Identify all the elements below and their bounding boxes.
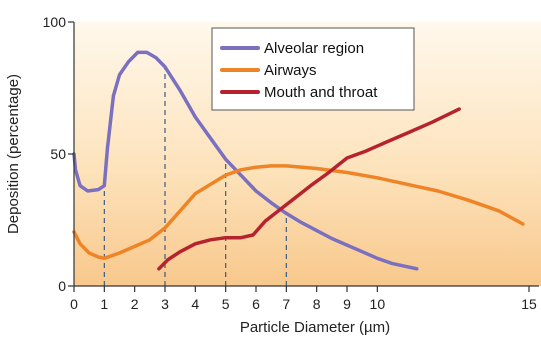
x-tick-label-0: 0 [70, 296, 78, 312]
legend-label-airways: Airways [264, 62, 317, 79]
y-tick-label-0: 0 [58, 278, 66, 294]
series-line-mouth-and-throat [157, 107, 461, 271]
y-axis-label: Deposition (percentage) [5, 74, 22, 234]
x-tick-label-3: 3 [161, 296, 169, 312]
x-tick-label-5: 5 [222, 296, 230, 312]
series-line-airways [72, 164, 525, 261]
x-tick-label-8: 8 [313, 296, 321, 312]
reference-lines [103, 66, 287, 286]
x-tick-label-15: 15 [521, 296, 537, 312]
y-tick-label-100: 100 [43, 14, 67, 30]
x-tick-label-2: 2 [131, 296, 139, 312]
y-tick-label-50: 50 [50, 146, 66, 162]
x-tick-label-1: 1 [100, 296, 108, 312]
x-tick-label-10: 10 [370, 296, 386, 312]
x-tick-label-6: 6 [252, 296, 260, 312]
series-line-alveolar-region [72, 50, 419, 271]
legend: Alveolar region Airways Mouth and throat [211, 27, 415, 111]
series-lines [72, 50, 525, 271]
x-axis-label: Particle Diameter (µm) [240, 319, 390, 336]
legend-label-mouth-and-throat: Mouth and throat [264, 84, 378, 101]
x-tick-label-7: 7 [282, 296, 290, 312]
x-tick-label-4: 4 [191, 296, 199, 312]
legend-label-alveolar-region: Alveolar region [264, 40, 364, 57]
axes: 0 50 100 0 1 2 3 4 5 6 7 8 9 10 15 [43, 14, 539, 312]
x-tick-label-9: 9 [343, 296, 351, 312]
